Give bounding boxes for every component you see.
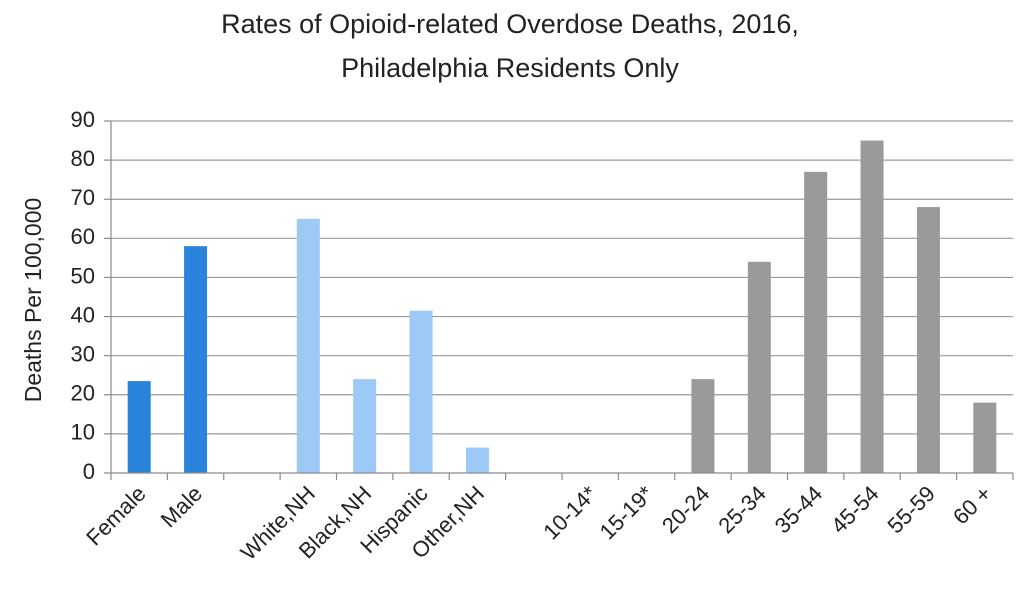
x-tick-label: 60 + xyxy=(948,481,996,529)
y-tick-label: 10 xyxy=(71,420,95,445)
x-tick-label: 55-59 xyxy=(882,481,939,538)
chart-title-line-1: Rates of Opioid-related Overdose Deaths,… xyxy=(221,9,799,39)
y-tick-label: 30 xyxy=(71,341,95,366)
y-axis-label: Deaths Per 100,000 xyxy=(20,198,46,403)
bar xyxy=(916,207,940,474)
y-tick-label: 90 xyxy=(71,107,95,132)
bar xyxy=(691,379,715,473)
x-tick-label: 20-24 xyxy=(657,481,714,538)
bar xyxy=(184,246,208,473)
bar xyxy=(465,447,489,473)
bar xyxy=(860,140,884,474)
axes xyxy=(110,121,1014,480)
x-tick-label: 10-14* xyxy=(538,481,602,545)
bar xyxy=(973,402,997,473)
bar xyxy=(296,218,320,473)
x-tick-label: 15-19* xyxy=(595,481,659,545)
y-tick-label: 50 xyxy=(71,263,95,288)
bar xyxy=(127,381,151,473)
x-tick-label: Female xyxy=(81,481,151,551)
bar xyxy=(353,379,377,473)
x-tick-label: 45-54 xyxy=(826,481,883,538)
bar xyxy=(409,310,433,473)
y-tick-label: 20 xyxy=(71,381,95,406)
bars xyxy=(127,140,997,474)
x-tick-label: 25-34 xyxy=(713,481,770,538)
y-tick-label: 70 xyxy=(71,185,95,210)
bar xyxy=(804,171,828,473)
y-tick-label: 80 xyxy=(71,146,95,171)
y-tick-label: 60 xyxy=(71,224,95,249)
y-tick-labels: 0 10 20 30 40 50 60 70 80 90 xyxy=(71,107,95,484)
bar xyxy=(747,261,771,473)
x-tick-labels: Female Male White,NHBlack,NHHispanicOther,… xyxy=(81,481,996,566)
x-tick-label: Male xyxy=(156,481,207,532)
x-tick-label: 35-44 xyxy=(770,481,827,538)
y-tick-label: 40 xyxy=(71,302,95,327)
y-tick-label: 0 xyxy=(83,459,95,484)
chart-title-line-2: Philadelphia Residents Only xyxy=(341,53,679,83)
